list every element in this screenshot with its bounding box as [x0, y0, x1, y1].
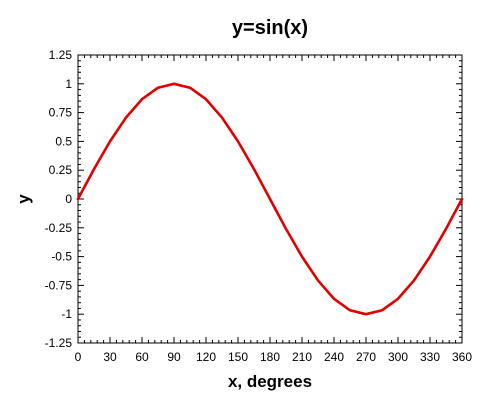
- y-tick-labels: 1.25 1 0.75 0.5 0.25 0 -0.25 -0.5 -0.75 -1 -1.25: [45, 48, 73, 350]
- y-tick-label: -1: [61, 307, 72, 321]
- y-tick-label: 1: [65, 77, 72, 91]
- series-layer: [76, 82, 464, 316]
- x-tick-label: 60: [135, 350, 149, 364]
- x-tick-label: 0: [75, 350, 82, 364]
- y-tick-label: -1.25: [45, 336, 73, 350]
- x-axis-label: x, degrees: [228, 372, 312, 391]
- series-line: [76, 82, 464, 316]
- x-tick-label: 30: [103, 350, 117, 364]
- axis-ticks: [77, 54, 463, 344]
- x-tick-label: 330: [420, 350, 440, 364]
- y-tick-label: -0.75: [45, 278, 73, 292]
- x-tick-labels: 0 30 60 90 120 150 180 210 240 270 300 330 360: [75, 350, 473, 364]
- x-tick-label: 150: [228, 350, 248, 364]
- y-tick-label: -0.25: [45, 221, 73, 235]
- x-tick-label: 240: [324, 350, 344, 364]
- x-tick-label: 90: [167, 350, 181, 364]
- y-tick-label: 0.5: [55, 134, 72, 148]
- chart-title: y=sin(x): [232, 17, 308, 39]
- y-tick-label: -0.5: [51, 250, 72, 264]
- y-tick-label: 0: [65, 192, 72, 206]
- y-axis-label: y: [14, 194, 33, 204]
- x-tick-label: 360: [452, 350, 472, 364]
- y-tick-label: 0.25: [49, 163, 73, 177]
- x-tick-label: 120: [196, 350, 216, 364]
- x-tick-label: 270: [356, 350, 376, 364]
- x-tick-label: 180: [260, 350, 280, 364]
- x-tick-label: 300: [388, 350, 408, 364]
- y-tick-label: 0.75: [49, 106, 73, 120]
- x-tick-label: 210: [292, 350, 312, 364]
- y-tick-label: 1.25: [49, 48, 73, 62]
